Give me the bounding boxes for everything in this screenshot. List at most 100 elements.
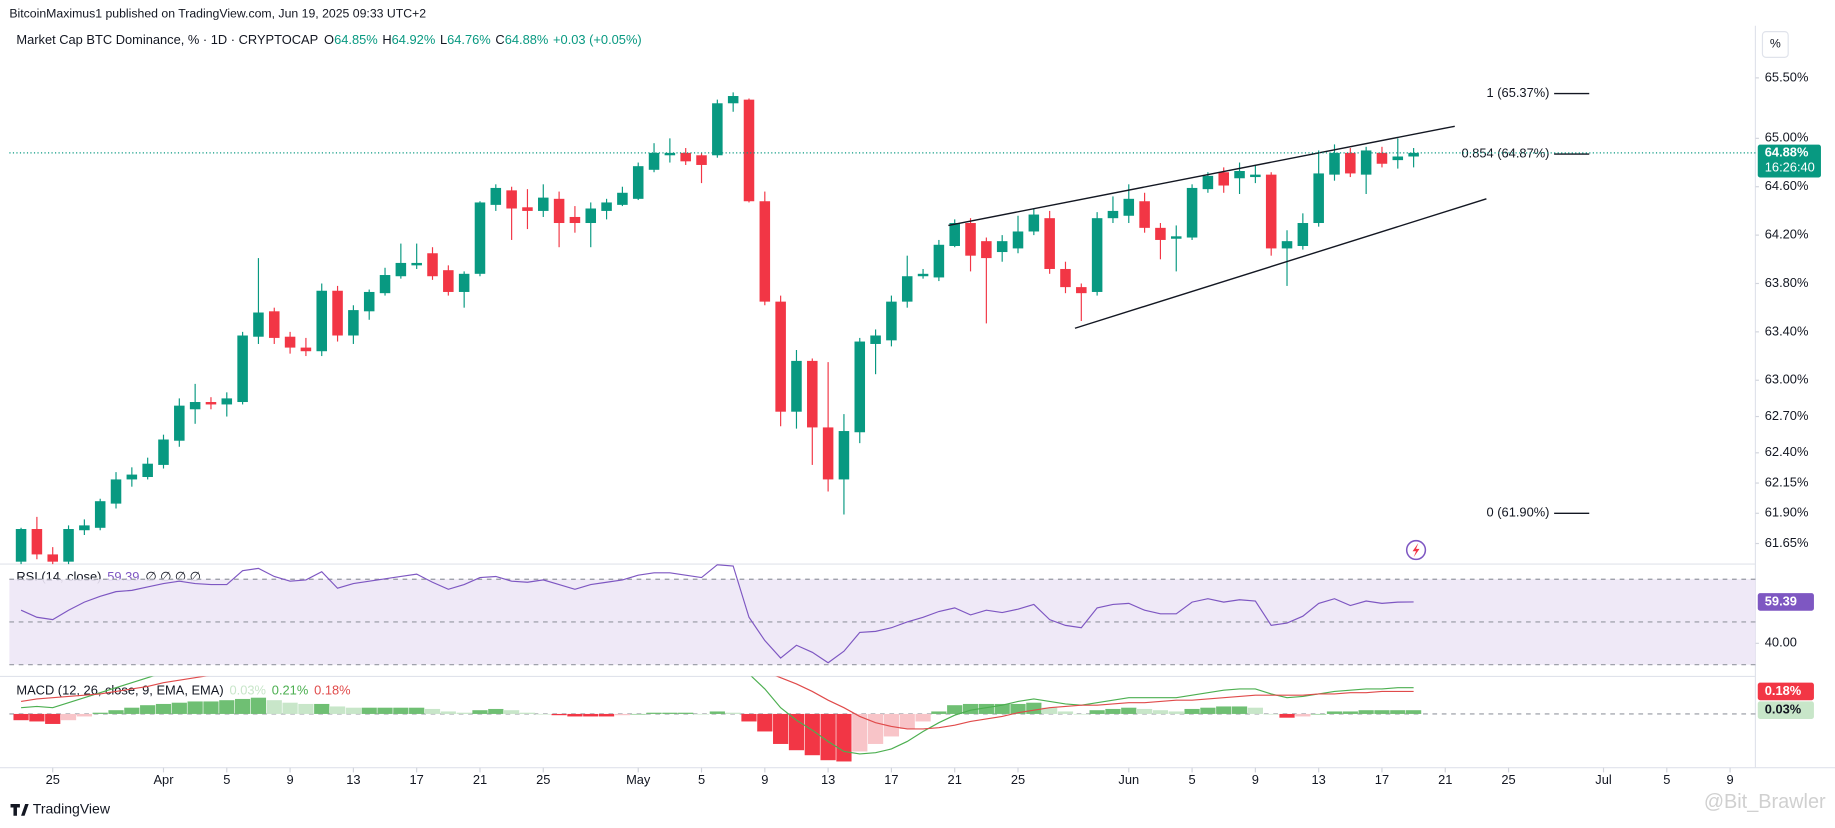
candle-body bbox=[933, 244, 945, 278]
histogram-bar bbox=[1105, 708, 1121, 714]
x-tick-label: 13 bbox=[821, 772, 835, 787]
candle-body bbox=[632, 166, 644, 199]
histogram-bar bbox=[1390, 710, 1406, 714]
histogram-bar bbox=[60, 713, 77, 721]
trendline bbox=[948, 125, 1455, 227]
x-tick-label: 13 bbox=[1312, 772, 1326, 787]
histogram-bar bbox=[630, 713, 646, 715]
candle-body bbox=[253, 312, 264, 337]
histogram-bar bbox=[1121, 707, 1137, 714]
histogram-bar bbox=[1152, 710, 1169, 714]
histogram-bar bbox=[1358, 710, 1374, 714]
histogram-bar bbox=[155, 703, 172, 714]
candle-body bbox=[268, 311, 280, 338]
histogram-bar bbox=[741, 713, 757, 722]
histogram-bar bbox=[1295, 713, 1311, 717]
candle-body bbox=[854, 341, 866, 433]
candle-body bbox=[490, 187, 502, 205]
candle-body bbox=[553, 198, 565, 224]
scale-button-label[interactable]: % bbox=[1770, 37, 1781, 51]
legend-value: 64.76% bbox=[447, 32, 491, 47]
value-box bbox=[1757, 593, 1814, 611]
histogram-bar bbox=[45, 713, 61, 724]
histogram-bar bbox=[1184, 708, 1200, 714]
candle-body bbox=[775, 301, 786, 412]
candle-body bbox=[949, 223, 960, 246]
trendline bbox=[1074, 198, 1487, 329]
candle-body bbox=[569, 216, 581, 224]
candle-body bbox=[917, 273, 929, 277]
y-tick-label: 62.40% bbox=[1765, 444, 1809, 459]
candle-body bbox=[395, 262, 407, 277]
candle-body bbox=[696, 155, 707, 165]
candle-body bbox=[158, 439, 169, 465]
lightning-icon[interactable] bbox=[1405, 539, 1427, 561]
histogram-bar bbox=[535, 713, 551, 715]
candle-body bbox=[79, 525, 90, 531]
candle-body bbox=[15, 529, 27, 562]
histogram-bar bbox=[329, 706, 346, 714]
x-tick-label: 5 bbox=[223, 772, 230, 787]
histogram-bar bbox=[1326, 711, 1343, 714]
histogram-bar bbox=[1247, 707, 1263, 714]
histogram-bar bbox=[1136, 708, 1153, 714]
candle-body bbox=[648, 152, 660, 170]
candle-body bbox=[300, 347, 312, 352]
histogram-bar bbox=[678, 712, 694, 714]
histogram-bar bbox=[962, 703, 979, 714]
legend-value: 64.85% bbox=[334, 32, 378, 47]
candle-body bbox=[1028, 214, 1040, 232]
histogram-bar bbox=[140, 705, 156, 714]
candles bbox=[15, 92, 1487, 565]
scale-button[interactable] bbox=[1761, 31, 1789, 58]
candle-body bbox=[1345, 152, 1356, 174]
legend-key: O bbox=[324, 32, 334, 47]
histogram-bar bbox=[171, 702, 187, 714]
candle-body bbox=[617, 192, 628, 205]
icon-bolt[interactable] bbox=[1412, 543, 1420, 558]
value-box-label: 0.03% bbox=[1765, 702, 1802, 717]
watermark: @Bit_Brawler bbox=[1704, 791, 1826, 813]
value-box bbox=[1757, 701, 1814, 719]
histogram-bar bbox=[440, 711, 456, 714]
candle-body bbox=[1218, 172, 1229, 186]
histogram-bar bbox=[519, 712, 536, 714]
candle-body bbox=[1155, 227, 1166, 240]
candle-body bbox=[1250, 174, 1261, 178]
candle-body bbox=[474, 202, 486, 274]
histogram-bar bbox=[282, 702, 298, 714]
candle-body bbox=[1297, 223, 1309, 246]
y-tick-label: 65.00% bbox=[1765, 130, 1809, 145]
histogram-bar bbox=[551, 713, 567, 716]
candle-body bbox=[63, 529, 74, 562]
candle-body bbox=[458, 273, 470, 292]
histogram-bar bbox=[1168, 711, 1184, 714]
histogram-bar bbox=[693, 713, 710, 715]
candle-body bbox=[965, 223, 976, 256]
histogram-bar bbox=[219, 700, 235, 714]
histogram-bar bbox=[298, 703, 314, 714]
x-tick-label: May bbox=[626, 772, 651, 787]
y-tick-label: 63.80% bbox=[1765, 275, 1809, 290]
last-price-label: 64.88% bbox=[1765, 144, 1809, 159]
y-tick-label: 64.60% bbox=[1765, 178, 1809, 193]
candle-body bbox=[996, 241, 1008, 253]
legend-value: 64.88% bbox=[505, 32, 549, 47]
histogram-bar bbox=[598, 713, 615, 717]
candle-body bbox=[174, 405, 185, 441]
x-tick-label: 17 bbox=[884, 772, 898, 787]
histogram-bar bbox=[852, 713, 868, 752]
histogram-bar bbox=[931, 711, 947, 714]
fib-label: 1 (65.37%) bbox=[1487, 85, 1550, 100]
candle-body bbox=[1091, 218, 1103, 292]
candle-body bbox=[110, 479, 122, 504]
y-tick-label: 62.70% bbox=[1765, 408, 1809, 423]
value-box-label: 59.39 bbox=[1765, 593, 1797, 608]
histogram-bar bbox=[1010, 703, 1026, 714]
candle-body bbox=[205, 402, 217, 405]
histogram-bar bbox=[250, 697, 267, 714]
publisher: BitcoinMaximus1 published on TradingView… bbox=[9, 6, 426, 20]
histogram-bar bbox=[646, 712, 662, 714]
